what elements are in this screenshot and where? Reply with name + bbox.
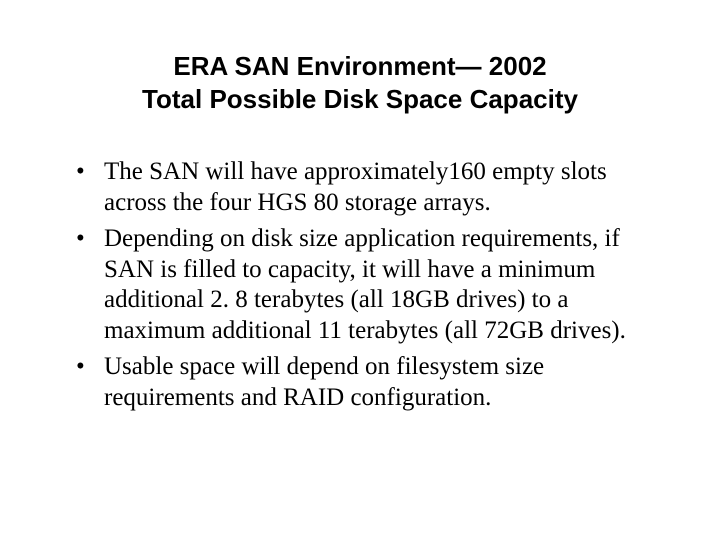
slide-title-block: ERA SAN Environment— 2002 Total Possible… — [48, 50, 672, 115]
title-line-2: Total Possible Disk Space Capacity — [48, 83, 672, 116]
title-line-1: ERA SAN Environment— 2002 — [48, 50, 672, 83]
bullet-list: The SAN will have approximately160 empty… — [48, 157, 672, 413]
list-item: Depending on disk size application requi… — [104, 224, 672, 346]
list-item: Usable space will depend on filesystem s… — [104, 352, 672, 413]
list-item: The SAN will have approximately160 empty… — [104, 157, 672, 218]
